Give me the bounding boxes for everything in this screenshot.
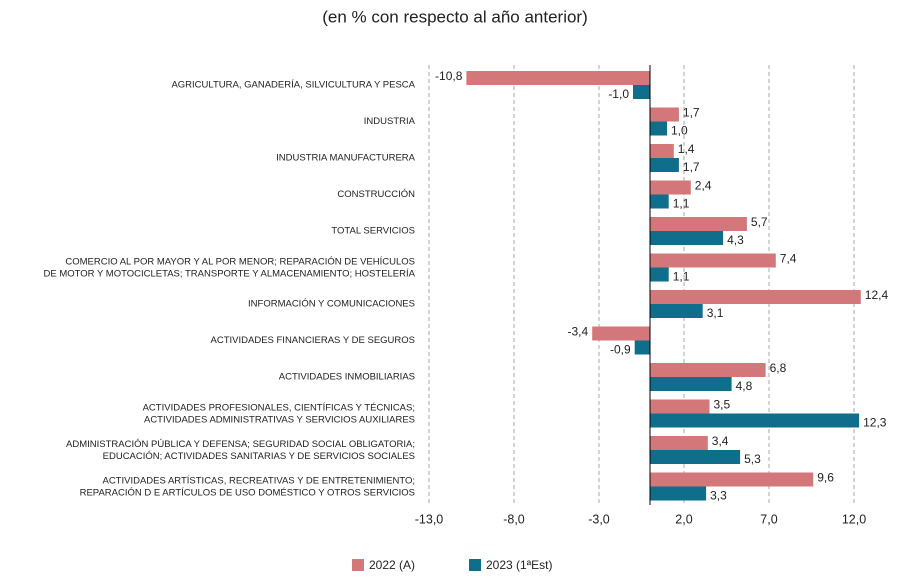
x-tick-label: -3,0: [588, 512, 610, 526]
bar: [650, 450, 741, 464]
bar: [466, 71, 650, 85]
x-tick-label: 7,0: [760, 512, 777, 526]
bar: [650, 144, 674, 158]
value-label: -0,9: [610, 343, 631, 357]
category-label: INDUSTRIA MANUFACTURERA: [276, 153, 415, 164]
value-label: 6,8: [770, 361, 787, 375]
legend-swatch: [352, 559, 364, 571]
bar: [650, 486, 707, 501]
bar: [650, 121, 667, 136]
value-label: 5,3: [744, 452, 761, 466]
chart-title: (en % con respecto al año anterior): [322, 7, 588, 26]
category-label: ACTIVIDADES INMOBILIARIAS: [279, 372, 415, 383]
value-label: 3,4: [712, 434, 729, 448]
bar: [650, 304, 703, 318]
value-label: 12,4: [865, 288, 889, 302]
value-label: 1,7: [683, 106, 700, 120]
bar: [650, 399, 710, 414]
value-label: 4,3: [727, 233, 744, 247]
bar: [650, 158, 679, 172]
legend-label: 2022 (A): [369, 558, 415, 572]
category-label: COMERCIO AL POR MAYOR Y AL POR MENOR; RE…: [44, 256, 416, 279]
x-tick-label: 2,0: [675, 512, 692, 526]
x-tick-label: 12,0: [842, 512, 866, 526]
value-label: 1,4: [678, 142, 695, 156]
value-label: 7,4: [780, 252, 797, 266]
value-label: 3,3: [710, 489, 727, 503]
bar: [650, 363, 766, 377]
bar: [650, 217, 747, 231]
value-label: -1,0: [608, 87, 629, 101]
category-label: CONSTRUCCIÓN: [337, 189, 415, 200]
value-label: 1,7: [683, 160, 700, 174]
bar: [650, 180, 691, 195]
bar: [650, 267, 669, 282]
category-label: ACTIVIDADES PROFESIONALES, CIENTÍFICAS Y…: [143, 402, 415, 425]
value-label: 1,1: [673, 197, 690, 211]
category-label: INDUSTRIA: [364, 116, 416, 127]
value-label: 5,7: [751, 215, 768, 229]
bar: [650, 377, 732, 391]
category-label: INFORMACIÓN Y COMUNICACIONES: [248, 299, 415, 310]
value-label: -10,8: [435, 69, 463, 83]
x-tick-label: -13,0: [415, 512, 444, 526]
category-label: ACTIVIDADES FINANCIERAS Y DE SEGUROS: [211, 335, 415, 346]
category-label: AGRICULTURA, GANADERÍA, SILVICULTURA Y P…: [171, 80, 415, 91]
bar: [650, 194, 669, 209]
x-tick-label: -8,0: [503, 512, 525, 526]
value-label: 2,4: [695, 179, 712, 193]
value-label: 1,1: [673, 270, 690, 284]
bar: [633, 85, 650, 99]
value-label: 3,1: [707, 306, 724, 320]
legend-swatch: [469, 559, 481, 571]
value-label: 4,8: [736, 379, 753, 393]
value-label: 9,6: [817, 471, 834, 485]
bar: [650, 107, 679, 122]
legend-label: 2023 (1ªEst): [486, 558, 552, 572]
value-label: 1,0: [671, 124, 688, 138]
value-label: -3,4: [568, 325, 589, 339]
bar: [634, 340, 650, 355]
value-label: 3,5: [714, 398, 731, 412]
bar: [650, 231, 724, 245]
category-label: ADMINISTRACIÓN PÚBLICA Y DEFENSA; SEGURI…: [66, 439, 415, 462]
bar: [650, 290, 861, 304]
bar: [650, 253, 776, 268]
bar: [592, 326, 650, 341]
bar: [650, 472, 814, 487]
value-label: 12,3: [863, 416, 887, 430]
category-label: TOTAL SERVICIOS: [331, 226, 415, 237]
bar: [650, 413, 860, 428]
bar: [650, 436, 708, 450]
category-label: ACTIVIDADES ARTÍSTICAS, RECREATIVAS Y DE…: [80, 475, 415, 498]
